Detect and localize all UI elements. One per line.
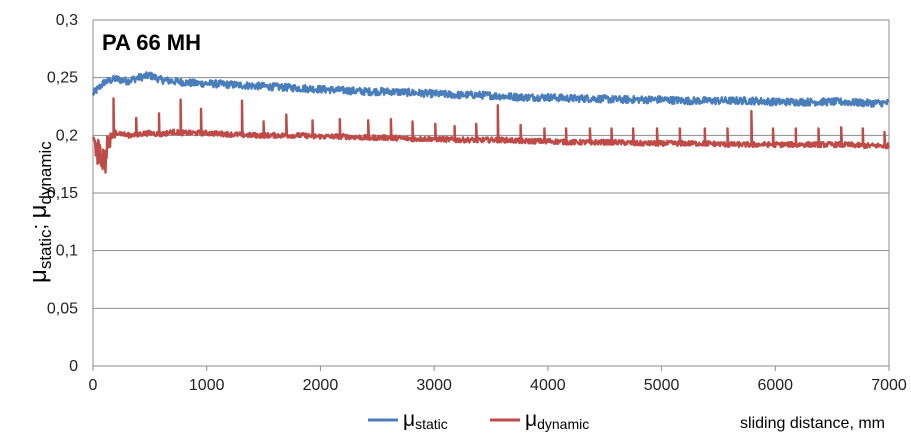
y-tick-label: 0,3	[56, 12, 78, 29]
x-tick-label: 2000	[303, 377, 339, 394]
legend-label-static: μstatic	[403, 408, 448, 432]
y-tick-label: 0,25	[47, 70, 78, 87]
y-tick-label: 0,1	[56, 243, 78, 260]
y-label-mu-dynamic: μ	[25, 205, 52, 219]
series-line-static	[91, 71, 890, 108]
y-tick-label: 0,2	[56, 127, 78, 144]
x-tick-label: 6000	[757, 377, 793, 394]
y-label-static-sub: static	[36, 229, 55, 269]
y-tick-label: 0	[69, 358, 78, 375]
y-tick-label: 0,15	[47, 185, 78, 202]
x-tick-label: 4000	[530, 377, 566, 394]
x-tick-label: 1000	[189, 377, 225, 394]
y-tick-label: 0,05	[47, 300, 78, 317]
chart-title: PA 66 MH	[102, 30, 201, 55]
gridlines	[93, 77, 889, 367]
x-tick-label: 3000	[416, 377, 452, 394]
y-label-separator: ;	[29, 218, 51, 229]
x-axis-ticks: 0 1000 2000 3000 4000 5000 6000 7000	[89, 366, 907, 394]
x-tick-label: 5000	[644, 377, 680, 394]
y-label-dynamic-sub: dynamic	[36, 141, 55, 205]
series-line-dynamic	[91, 97, 891, 174]
series-group	[91, 71, 891, 174]
y-axis-label: μstatic; μdynamic	[25, 141, 55, 283]
legend: μstatic μdynamic	[368, 408, 589, 432]
x-axis-label: sliding distance, mm	[740, 415, 885, 432]
y-axis-ticks: 0 0,05 0,1 0,15 0,2 0,25 0,3	[47, 12, 78, 375]
x-tick-label: 0	[89, 377, 98, 394]
legend-label-dynamic: μdynamic	[525, 408, 589, 432]
y-label-mu-static: μ	[25, 269, 52, 283]
x-tick-label: 7000	[871, 377, 907, 394]
